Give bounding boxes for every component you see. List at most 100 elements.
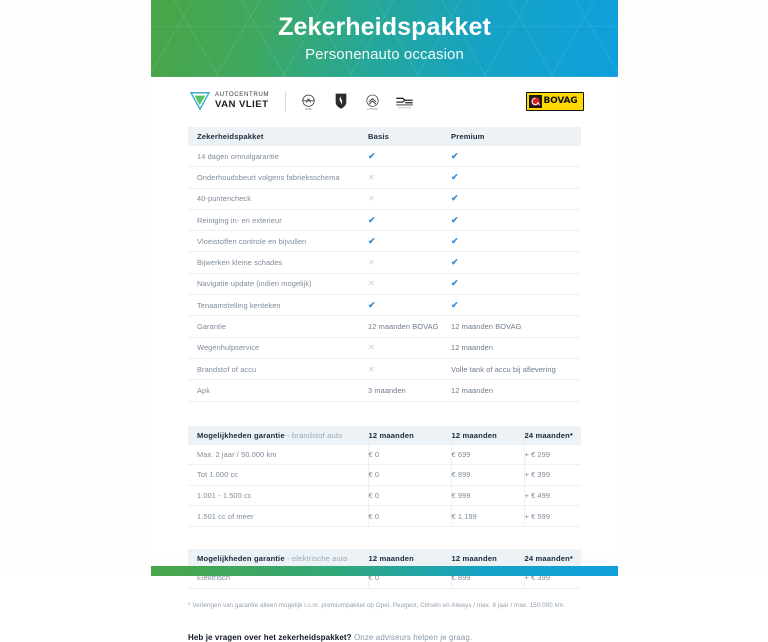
dealer-name-top: AUTOCENTRUM — [215, 91, 270, 99]
feature-label: Onderhoudsbeurt volgens fabrieksschema — [188, 166, 368, 189]
row-label: Tot 1.000 cc — [188, 464, 368, 486]
fuel-table-title-sub: - brandstof auto — [286, 430, 343, 440]
column-header-12m-a: 12 maanden — [367, 425, 451, 445]
premium-value: 12 maanden — [451, 337, 581, 359]
feature-label: Bijwerken kleine schades — [188, 251, 368, 274]
feature-label: Reiniging in- en exterieur — [188, 209, 368, 232]
table-row: Onderhoudsbeurt volgens fabrieksschema ✕… — [188, 166, 581, 189]
page-root: Zekerheidspakket Personenauto occasion A… — [151, 0, 618, 642]
check-icon: ✔ — [368, 150, 376, 161]
column-header-12m-b: 12 maanden — [450, 425, 524, 445]
footnote: * Verlengen van garantie alleen mogelijk… — [188, 601, 565, 609]
cross-icon: ✕ — [368, 194, 375, 204]
svg-text:CITROËN: CITROËN — [367, 108, 378, 111]
cta-question: Heb je vragen over het zekerheidspakket? — [188, 633, 352, 642]
table-row: 40-puntencheck ✕ ✔ — [188, 188, 581, 210]
table-spacer — [151, 527, 618, 549]
check-icon: ✔ — [368, 299, 376, 310]
price-12m-a: € 0 — [367, 444, 451, 466]
basis-value: 12 maanden BOVAG — [368, 315, 451, 338]
table-header-row: Mogelijkheden garantie - elektrische aut… — [188, 548, 581, 568]
premium-value: Volle tank of accu bij aflevering — [451, 358, 581, 381]
feature-label: Brandstof of accu — [188, 358, 368, 381]
check-icon: ✔ — [368, 214, 376, 225]
table-row: Reiniging in- en exterieur ✔ ✔ — [188, 209, 581, 232]
cross-icon: ✕ — [368, 172, 375, 182]
basis-value: ✔ — [368, 230, 451, 253]
footer-bar — [151, 566, 618, 576]
basis-value: ✔ — [368, 209, 451, 232]
table-header-row: Zekerheidspakket Basis Premium — [188, 127, 581, 146]
logo-strip: AUTOCENTRUM VAN VLIET OPEL — [151, 77, 618, 125]
fuel-table-title: Mogelijkheden garantie - brandstof auto — [188, 425, 368, 445]
price-12m-b: € 999 — [450, 485, 524, 507]
page-subtitle: Personenauto occasion — [305, 45, 464, 63]
feature-label: Wegenhulpservice — [188, 337, 368, 359]
electric-table-title-main: Mogelijkheden garantie — [197, 553, 285, 563]
check-icon: ✔ — [451, 299, 459, 310]
svg-text:AUTOMOBILES: AUTOMOBILES — [398, 106, 412, 109]
price-12m-a: € 0 — [367, 505, 451, 527]
basis-value: ✕ — [368, 337, 451, 359]
feature-label: Vloeistoffen controle en bijvullen — [188, 230, 368, 253]
electric-table-title: Mogelijkheden garantie - elektrische aut… — [188, 548, 368, 568]
bovag-mark-icon — [528, 94, 542, 108]
basis-value: ✔ — [368, 294, 451, 317]
column-header-12m-a: 12 maanden — [367, 548, 451, 568]
table-row: Max. 2 jaar / 50.000 km € 0 € 699 + € 29… — [188, 444, 581, 466]
column-header-24m: 24 maanden* — [523, 548, 581, 568]
feature-label: 14 dagen omruilgarantie — [188, 146, 368, 168]
cross-icon: ✕ — [368, 343, 375, 353]
feature-label: Apk — [188, 379, 368, 402]
row-label: 1.001 - 1.500 cc — [188, 485, 368, 507]
premium-value: 12 maanden BOVAG — [451, 315, 581, 338]
column-header-12m-b: 12 maanden — [450, 548, 524, 568]
column-header-24m: 24 maanden* — [523, 425, 581, 445]
table-row: 1.001 - 1.500 cc € 0 € 999 + € 499 — [188, 485, 581, 507]
check-icon: ✔ — [451, 171, 459, 182]
price-24m: + € 499 — [523, 485, 581, 507]
table-header-row: Mogelijkheden garantie - brandstof auto … — [188, 425, 581, 445]
premium-value: ✔ — [451, 146, 581, 168]
check-icon: ✔ — [451, 150, 459, 161]
premium-value: ✔ — [451, 166, 581, 189]
basis-value: 3 maanden — [368, 379, 451, 402]
table-row: Tot 1.000 cc € 0 € 899 + € 399 — [188, 464, 581, 486]
opel-logo-icon: OPEL — [299, 91, 318, 112]
price-12m-b: € 699 — [450, 444, 524, 466]
table-row: Wegenhulpservice ✕ 12 maanden — [188, 337, 581, 359]
premium-value: ✔ — [451, 230, 581, 253]
premium-value: ✔ — [451, 294, 581, 317]
table-row: Vloeistoffen controle en bijvullen ✔ ✔ — [188, 230, 581, 253]
table-row: Garantie 12 maanden BOVAG 12 maanden BOV… — [188, 315, 581, 338]
premium-value: ✔ — [451, 209, 581, 232]
price-12m-b: € 1.199 — [450, 505, 524, 527]
content-sheet: Zekerheidspakket Basis Premium 14 dagen … — [151, 125, 618, 642]
row-label: Max. 2 jaar / 50.000 km — [188, 444, 368, 466]
feature-label: 40-puntencheck — [188, 188, 368, 210]
electric-table-title-sub: - elektrische auto — [286, 553, 348, 563]
feature-label: Tenaamstelling kenteken — [188, 294, 368, 317]
price-12m-a: € 0 — [367, 485, 451, 507]
price-24m: + € 299 — [523, 444, 581, 466]
row-label: 1.501 cc of meer — [188, 505, 368, 527]
logo-divider — [285, 90, 287, 112]
fuel-warranty-table: Mogelijkheden garantie - brandstof auto … — [188, 425, 581, 527]
cta-answer: Onze adviseurs helpen je graag. — [351, 633, 473, 642]
basis-value: ✕ — [368, 273, 451, 296]
price-24m: + € 399 — [523, 464, 581, 486]
cta-text: Heb je vragen over het zekerheidspakket?… — [188, 633, 581, 642]
bovag-badge: BOVAG — [526, 91, 584, 111]
page-title: Zekerheidspakket — [278, 13, 491, 42]
basis-value: ✕ — [368, 166, 451, 189]
basis-value: ✕ — [368, 188, 451, 210]
premium-value: 12 maanden — [451, 379, 581, 402]
brand-logos: OPEL CITROËN — [299, 91, 414, 112]
table-spacer — [151, 402, 618, 426]
ds-automobiles-logo-icon: AUTOMOBILES — [395, 91, 414, 112]
feature-label: Garantie — [188, 315, 368, 338]
table-row: Tenaamstelling kenteken ✔ ✔ — [188, 294, 581, 317]
citroen-logo-icon: CITROËN — [363, 91, 382, 112]
cross-icon: ✕ — [368, 364, 375, 374]
price-12m-b: € 899 — [450, 464, 524, 486]
